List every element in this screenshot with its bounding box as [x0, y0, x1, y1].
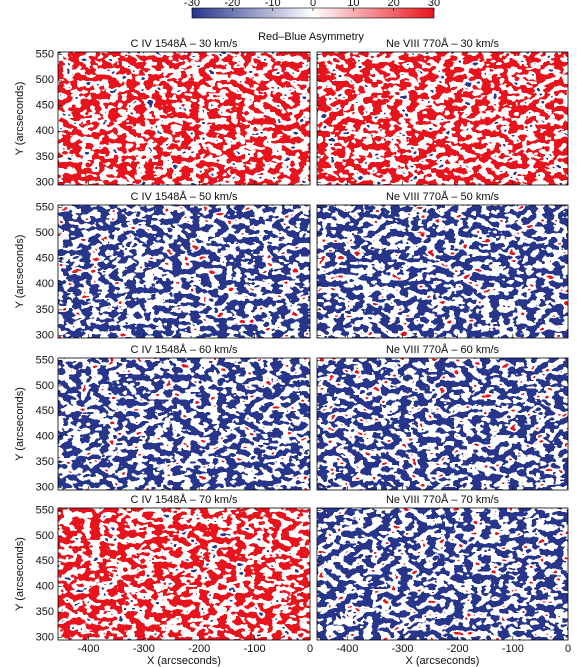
y-tick-label: 300 [36, 631, 54, 643]
x-tick-label: -200 [447, 643, 469, 655]
y-tick-label: 350 [36, 151, 54, 163]
panel-frame [316, 204, 569, 339]
y-tick-label: 350 [36, 606, 54, 618]
y-axis-label: Y (arcseconds) [14, 387, 26, 461]
colorbar-label: Red–Blue Asymmetry [258, 31, 364, 43]
x-tick-label: -300 [133, 643, 155, 655]
colorbar-tick-label: 0 [310, 0, 316, 9]
x-tick-label: -300 [391, 643, 413, 655]
heatmap-panel [58, 52, 310, 185]
y-tick-label: 300 [36, 329, 54, 341]
panel-title: C IV 1548Å – 50 km/s [131, 190, 238, 203]
y-tick-label: 400 [36, 278, 54, 290]
y-tick-label: 500 [36, 74, 54, 86]
panel-title: C IV 1548Å – 30 km/s [131, 37, 238, 50]
x-tick-label: -400 [336, 643, 358, 655]
colorbar-tick-label: -30 [184, 0, 200, 9]
x-axis-label: X (arcseconds) [406, 655, 480, 667]
y-tick-label: 500 [36, 380, 54, 392]
panel-title: Ne VIII 770Å – 50 km/s [386, 190, 500, 203]
y-tick-label: 400 [36, 581, 54, 593]
y-tick-label: 550 [36, 201, 54, 213]
y-tick-label: 500 [36, 227, 54, 239]
y-tick-label: 400 [36, 431, 54, 443]
y-tick-label: 400 [36, 125, 54, 137]
x-tick-label: 0 [565, 643, 571, 655]
panel-title: Ne VIII 770Å – 70 km/s [386, 493, 500, 506]
panel-frame [316, 507, 569, 641]
panel-title: C IV 1548Å – 70 km/s [131, 493, 238, 506]
y-tick-label: 350 [36, 456, 54, 468]
y-tick-label: 550 [36, 354, 54, 366]
y-axis-label: Y (arcseconds) [14, 537, 26, 611]
y-tick-label: 450 [36, 253, 54, 265]
x-tick-label: -100 [502, 643, 524, 655]
heatmap-panel [317, 205, 568, 338]
x-tick-label: -100 [244, 643, 266, 655]
panel-frame [57, 204, 311, 339]
y-tick-label: 450 [36, 405, 54, 417]
x-tick-label: -200 [188, 643, 210, 655]
heatmap-panel [317, 358, 568, 490]
heatmap-panel [317, 508, 568, 640]
heatmap-panel [58, 205, 310, 338]
x-axis-label: X (arcseconds) [147, 655, 221, 667]
y-tick-label: 450 [36, 555, 54, 567]
panel-frame [316, 51, 569, 186]
panel-frame [57, 507, 311, 641]
panel-title: Ne VIII 770Å – 30 km/s [386, 37, 500, 50]
y-tick-label: 550 [36, 48, 54, 60]
x-tick-label: 0 [307, 643, 313, 655]
panel-frame [57, 357, 311, 491]
y-tick-label: 300 [36, 481, 54, 493]
y-tick-label: 550 [36, 504, 54, 516]
panel-title: C IV 1548Å – 60 km/s [131, 343, 238, 356]
y-tick-label: 350 [36, 304, 54, 316]
colorbar-tick-label: -10 [265, 0, 281, 9]
y-axis-label: Y (arcseconds) [14, 82, 26, 156]
y-tick-label: 300 [36, 176, 54, 188]
panel-frame [57, 51, 311, 186]
heatmap-panel [317, 52, 568, 185]
panel-frame [316, 357, 569, 491]
colorbar-tick-label: 10 [347, 0, 359, 9]
y-tick-label: 500 [36, 530, 54, 542]
y-axis-label: Y (arcseconds) [14, 235, 26, 309]
panel-title: Ne VIII 770Å – 60 km/s [386, 343, 500, 356]
colorbar-tick-label: -20 [224, 0, 240, 9]
heatmap-panel [58, 508, 310, 640]
x-tick-label: -400 [77, 643, 99, 655]
y-tick-label: 450 [36, 100, 54, 112]
heatmap-panel [58, 358, 310, 490]
colorbar-tick-label: 30 [428, 0, 440, 9]
colorbar-tick-label: 20 [388, 0, 400, 9]
